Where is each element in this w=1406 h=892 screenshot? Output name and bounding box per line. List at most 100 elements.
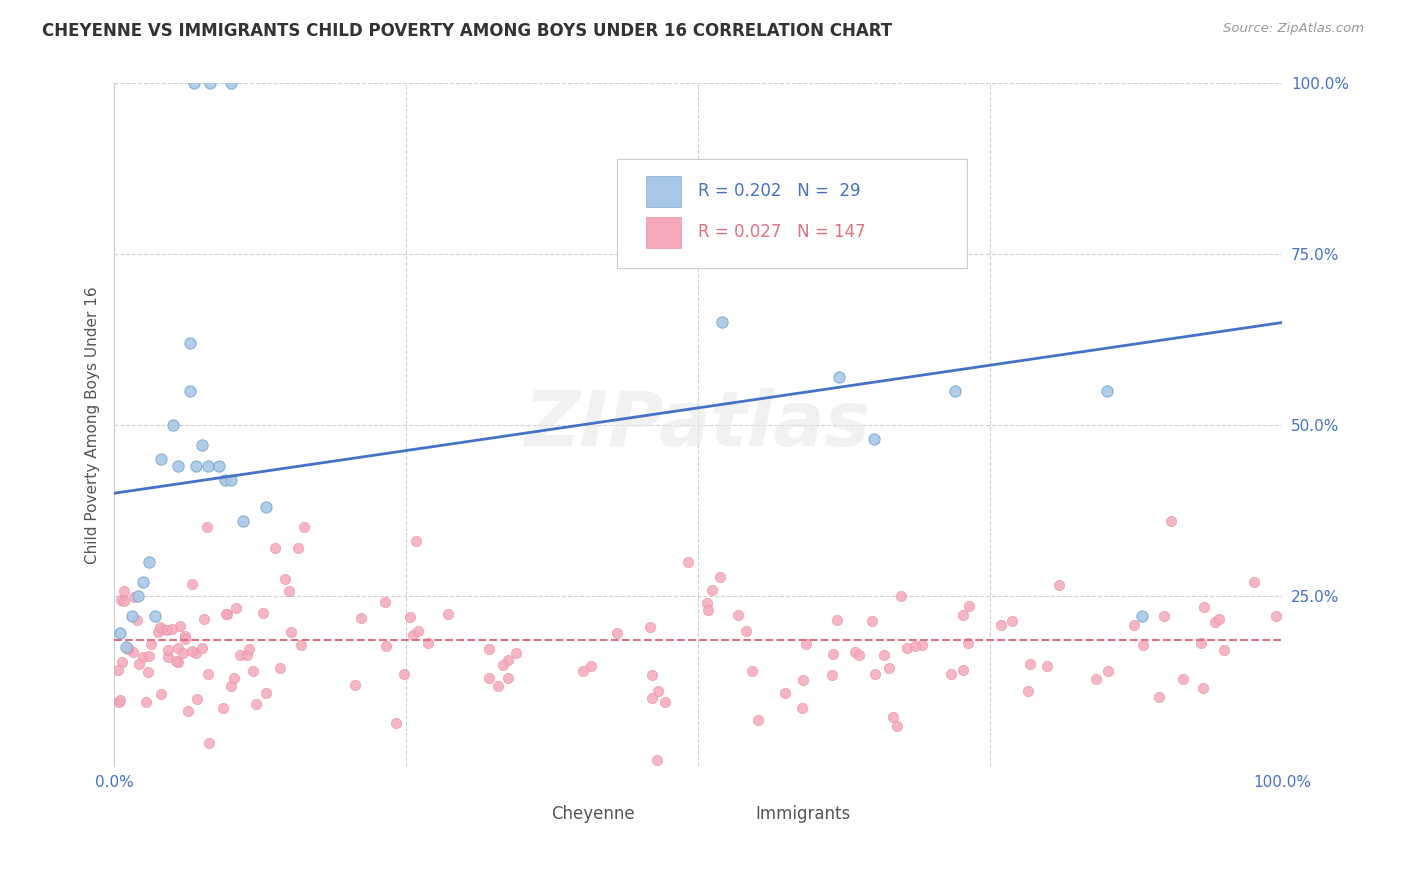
Point xyxy=(904,639,927,653)
Point xyxy=(138,554,160,568)
Point xyxy=(150,687,173,701)
Point xyxy=(734,624,756,638)
Text: R = 0.202   N =  29: R = 0.202 N = 29 xyxy=(699,182,860,201)
Point xyxy=(399,610,422,624)
Point xyxy=(149,620,172,634)
Point xyxy=(167,655,190,669)
Point xyxy=(638,620,661,634)
Point xyxy=(191,438,214,452)
Point xyxy=(167,458,190,473)
Point xyxy=(579,658,602,673)
Point xyxy=(1132,638,1154,652)
Point xyxy=(155,623,177,637)
Point xyxy=(1036,659,1059,673)
Point xyxy=(844,645,866,659)
Point xyxy=(280,625,302,640)
Point xyxy=(1212,642,1234,657)
Point xyxy=(571,664,593,678)
Point xyxy=(156,643,179,657)
Point xyxy=(794,637,817,651)
Point xyxy=(181,643,204,657)
Point xyxy=(606,626,628,640)
Point xyxy=(952,607,974,622)
Point xyxy=(1265,609,1288,624)
Point xyxy=(1147,690,1170,705)
Point xyxy=(181,577,204,591)
Point xyxy=(860,614,883,628)
Point xyxy=(1001,615,1024,629)
Point xyxy=(117,641,139,656)
Point xyxy=(138,649,160,664)
Point xyxy=(910,638,932,652)
Point xyxy=(135,695,157,709)
Point xyxy=(952,663,974,677)
Point xyxy=(405,534,427,549)
Point xyxy=(197,667,219,681)
Point xyxy=(112,593,135,607)
Point xyxy=(229,648,252,663)
Point xyxy=(821,668,844,682)
Point xyxy=(1208,612,1230,626)
Point xyxy=(156,650,179,665)
Point xyxy=(115,640,138,654)
Point xyxy=(406,624,429,638)
Point xyxy=(252,606,274,620)
Point xyxy=(492,658,515,673)
Point xyxy=(792,673,814,687)
Point xyxy=(184,646,207,660)
Point xyxy=(1192,599,1215,614)
Point xyxy=(197,736,219,750)
Text: R = 0.027   N = 147: R = 0.027 N = 147 xyxy=(699,223,866,242)
Point xyxy=(710,316,733,330)
Point xyxy=(274,573,297,587)
Point xyxy=(146,625,169,640)
Point xyxy=(700,582,723,597)
Point xyxy=(848,648,870,663)
Point xyxy=(139,637,162,651)
Point xyxy=(375,639,398,653)
Point xyxy=(179,384,201,398)
Point xyxy=(215,607,238,621)
Point xyxy=(108,626,131,640)
Point xyxy=(278,583,301,598)
Point xyxy=(127,589,149,603)
Point xyxy=(117,641,139,656)
Point xyxy=(350,611,373,625)
FancyBboxPatch shape xyxy=(731,800,756,828)
Point xyxy=(374,595,396,609)
Point xyxy=(222,671,245,685)
Point xyxy=(132,574,155,589)
Point xyxy=(254,686,277,700)
Point xyxy=(190,640,212,655)
Point xyxy=(121,609,143,624)
Point xyxy=(184,458,207,473)
Point xyxy=(486,679,509,693)
Point xyxy=(212,700,235,714)
Point xyxy=(343,678,366,692)
Point xyxy=(823,647,845,661)
Point xyxy=(1047,578,1070,592)
FancyBboxPatch shape xyxy=(645,217,681,248)
Point xyxy=(827,370,849,384)
Point xyxy=(107,663,129,677)
Point xyxy=(647,683,669,698)
Point xyxy=(384,716,406,731)
Point xyxy=(208,458,231,473)
Point xyxy=(747,713,769,727)
Point xyxy=(183,77,205,91)
Point xyxy=(238,642,260,657)
Point xyxy=(138,665,160,679)
Point xyxy=(478,642,501,657)
Point xyxy=(877,661,900,675)
Point xyxy=(956,636,979,650)
Point xyxy=(943,384,966,398)
Point xyxy=(264,541,287,555)
Point xyxy=(1243,574,1265,589)
Point xyxy=(505,646,527,660)
Point xyxy=(1192,681,1215,695)
Point xyxy=(825,613,848,627)
Point xyxy=(112,584,135,599)
Point xyxy=(1189,636,1212,650)
Point xyxy=(1204,615,1226,629)
Point xyxy=(122,590,145,604)
